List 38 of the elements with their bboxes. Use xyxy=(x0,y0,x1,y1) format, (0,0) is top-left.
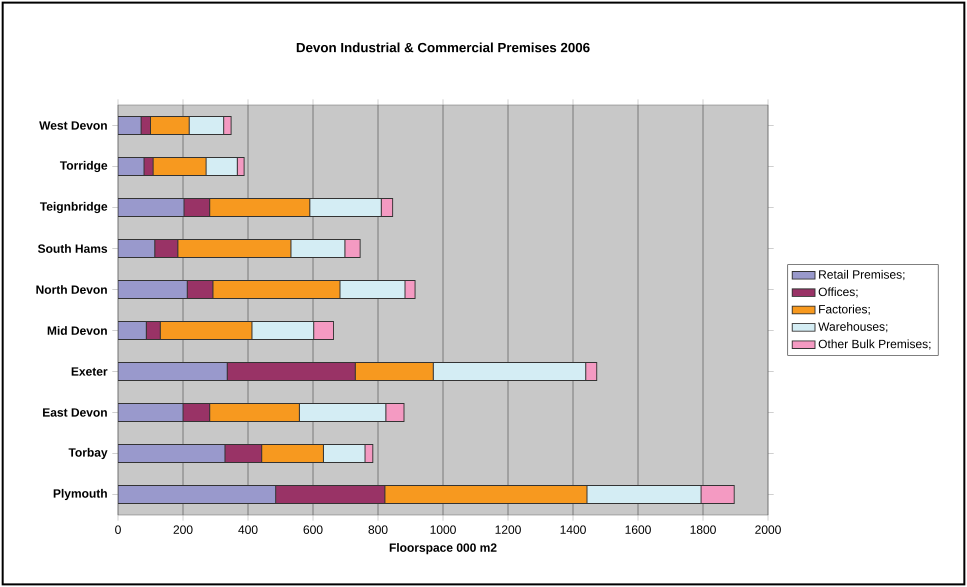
x-tick-label: 1400 xyxy=(560,525,586,534)
y-tick-label: Exeter xyxy=(72,367,108,376)
bar xyxy=(118,485,276,504)
legend-label: Offices; xyxy=(818,287,858,298)
x-tick-label: 1200 xyxy=(496,525,521,534)
bar xyxy=(118,403,184,422)
y-tick-label: Plymouth xyxy=(54,488,107,500)
y-tick-label: North Devon xyxy=(36,285,107,294)
bar xyxy=(118,239,156,258)
y-tick-label: Teignbridge xyxy=(40,202,108,214)
x-tick-label: 600 xyxy=(304,525,323,534)
y-tick-label: South Hams xyxy=(38,244,108,253)
bar xyxy=(118,362,228,381)
y-tick-label: Torridge xyxy=(60,160,108,172)
bar xyxy=(118,116,142,135)
legend-label: Retail Premises; xyxy=(819,270,904,280)
bar xyxy=(118,157,144,176)
legend-label: Other Bulk Premises; xyxy=(818,339,930,350)
y-tick-label: West Devon xyxy=(39,121,107,130)
bar xyxy=(118,280,188,299)
x-tick-label: 800 xyxy=(368,525,388,534)
x-tick-label: 1600 xyxy=(626,525,651,534)
bar xyxy=(118,321,147,340)
y-tick-label: Mid Devon xyxy=(48,326,107,335)
x-axis-title: Floorspace 000 m2 xyxy=(390,543,497,554)
x-tick-label: 400 xyxy=(238,525,258,534)
bar xyxy=(118,444,226,463)
x-tick-label: 2000 xyxy=(755,525,781,534)
legend-label: Warehouses; xyxy=(818,322,888,332)
x-tick-label: 1000 xyxy=(430,525,456,534)
bar xyxy=(118,198,184,217)
y-tick-label: Torbay xyxy=(68,448,108,460)
x-tick-label: 1800 xyxy=(690,525,716,534)
x-tick-label: 0 xyxy=(115,525,121,534)
x-tick-label: 200 xyxy=(174,525,193,534)
legend-label: Factories; xyxy=(819,304,870,315)
chart-title: Devon Industrial & Commercial Premises 2006 xyxy=(296,42,590,52)
y-tick-label: East Devon xyxy=(43,408,107,417)
